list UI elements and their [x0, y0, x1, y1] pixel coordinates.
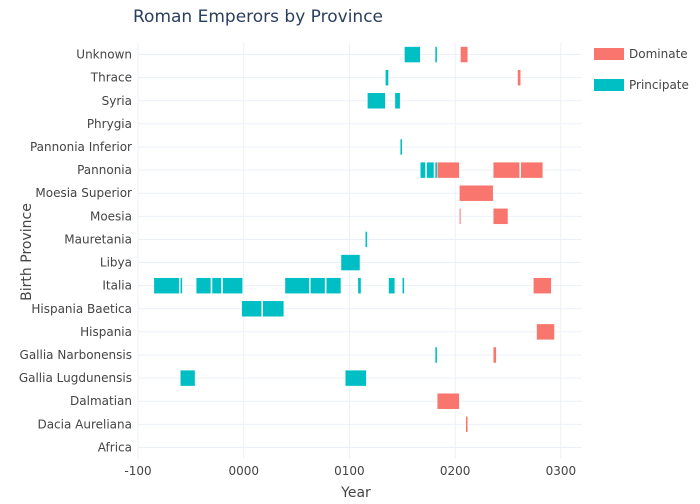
y-tick-label: Gallia Narbonensis: [20, 348, 132, 362]
bar-principate[interactable]: [357, 277, 362, 294]
bar-principate[interactable]: [434, 46, 438, 63]
bar-principate[interactable]: [385, 69, 389, 86]
legend[interactable]: Dominate Principate: [594, 47, 689, 92]
bar-principate[interactable]: [180, 369, 196, 387]
bar-dominate[interactable]: [517, 69, 521, 86]
bar-principate[interactable]: [222, 277, 243, 294]
bar-dominate[interactable]: [436, 161, 460, 179]
x-tick-label: 0200: [440, 464, 471, 478]
bar-principate[interactable]: [420, 161, 426, 179]
bar-principate[interactable]: [388, 277, 396, 294]
x-tick-label: 0000: [228, 464, 259, 478]
bar-principate[interactable]: [284, 277, 310, 294]
y-tick-label: Libya: [100, 256, 132, 270]
y-tick-label: Thrace: [90, 71, 132, 85]
y-tick-label: Mauretania: [64, 232, 132, 246]
y-axis: Unknown Thrace Syria Phrygia Pannonia Inferi…: [19, 48, 132, 455]
bar-dominate[interactable]: [459, 184, 494, 202]
y-tick-label: Pannonia Inferior: [30, 140, 132, 154]
y-tick-label: Hispania Baetica: [31, 302, 132, 316]
y-tick-label: Moesia Superior: [35, 186, 132, 200]
chart-title: Roman Emperors by Province: [133, 7, 383, 27]
bar-dominate[interactable]: [436, 392, 460, 410]
bar-principate[interactable]: [211, 277, 222, 294]
bar-dominate[interactable]: [492, 346, 497, 364]
grid-lines: [137, 43, 582, 459]
y-tick-label: Italia: [102, 279, 132, 293]
legend-label-principate[interactable]: Principate: [629, 78, 689, 92]
bar-dominate[interactable]: [533, 277, 552, 294]
y-tick-label: Phrygia: [87, 117, 132, 131]
y-tick-label: Syria: [102, 94, 132, 108]
y-tick-label: Moesia: [90, 209, 132, 223]
bar-principate[interactable]: [434, 346, 438, 364]
bar-principate[interactable]: [399, 138, 403, 156]
bars-layer: [153, 46, 555, 433]
bar-principate[interactable]: [340, 254, 361, 271]
bar-principate[interactable]: [241, 300, 262, 318]
x-axis: -100 0000 0100 0200 0300: [124, 464, 576, 478]
legend-label-dominate[interactable]: Dominate: [629, 47, 688, 61]
bar-principate[interactable]: [402, 277, 405, 294]
bar-dominate[interactable]: [492, 161, 520, 179]
y-tick-label: Dacia Aureliana: [37, 417, 132, 431]
y-tick-label: Hispania: [80, 325, 132, 339]
bar-principate[interactable]: [426, 161, 435, 179]
bar-principate[interactable]: [310, 277, 326, 294]
bar-dominate[interactable]: [459, 208, 462, 225]
bar-principate[interactable]: [344, 369, 367, 387]
bar-principate[interactable]: [262, 300, 285, 318]
bar-principate[interactable]: [394, 92, 401, 110]
y-tick-label: Gallia Lugdunensis: [19, 371, 132, 385]
x-tick-label: 0100: [334, 464, 365, 478]
bar-dominate[interactable]: [520, 161, 544, 179]
bar-principate[interactable]: [404, 46, 421, 63]
x-axis-title: Year: [340, 485, 371, 500]
y-axis-title: Birth Province: [19, 203, 35, 301]
y-tick-label: Unknown: [76, 48, 132, 62]
bar-principate[interactable]: [367, 92, 386, 110]
bar-principate[interactable]: [365, 231, 368, 248]
bar-principate[interactable]: [153, 277, 180, 294]
bar-principate[interactable]: [434, 161, 438, 179]
y-tick-label: Africa: [98, 440, 132, 454]
bar-principate[interactable]: [195, 277, 212, 294]
x-tick-label: 0300: [546, 464, 577, 478]
bar-dominate[interactable]: [465, 416, 469, 433]
x-tick-label: -100: [124, 464, 151, 478]
bar-principate[interactable]: [325, 277, 342, 294]
bar-dominate[interactable]: [460, 46, 469, 63]
legend-swatch-principate[interactable]: [594, 79, 624, 91]
y-tick-label: Dalmatian: [70, 394, 132, 408]
bar-dominate[interactable]: [536, 323, 555, 341]
legend-swatch-dominate[interactable]: [594, 48, 624, 60]
y-tick-label: Pannonia: [77, 163, 132, 177]
bar-dominate[interactable]: [492, 208, 509, 225]
bar-principate[interactable]: [180, 277, 183, 294]
